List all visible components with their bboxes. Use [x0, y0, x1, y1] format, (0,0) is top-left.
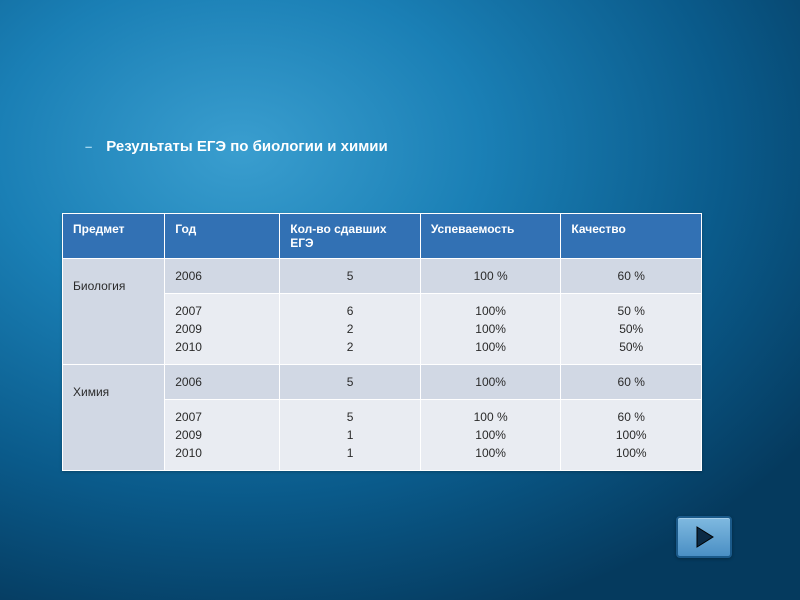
title-row: – Результаты ЕГЭ по биологии и химии	[85, 138, 740, 155]
cell-year: 2006	[165, 259, 280, 294]
cell-quality: 60 %	[561, 400, 702, 427]
cell-count: 2	[280, 320, 421, 338]
cell-quality: 60 %	[561, 365, 702, 400]
cell-success: 100%	[420, 444, 561, 471]
cell-subject: Биология	[63, 259, 165, 365]
cell-count: 1	[280, 444, 421, 471]
cell-success: 100 %	[420, 400, 561, 427]
cell-year: 2006	[165, 365, 280, 400]
col-subject: Предмет	[63, 214, 165, 259]
cell-count: 2	[280, 338, 421, 365]
cell-count: 5	[280, 400, 421, 427]
slide: – Результаты ЕГЭ по биологии и химии Пре…	[0, 0, 800, 600]
cell-success: 100%	[420, 365, 561, 400]
cell-success: 100 %	[420, 259, 561, 294]
cell-quality: 100%	[561, 426, 702, 444]
cell-success: 100%	[420, 338, 561, 365]
cell-year: 2007	[165, 294, 280, 321]
cell-count: 6	[280, 294, 421, 321]
cell-quality: 50%	[561, 320, 702, 338]
cell-quality: 60 %	[561, 259, 702, 294]
play-icon	[691, 524, 717, 550]
results-table: Предмет Год Кол-во сдавших ЕГЭ Успеваемо…	[62, 213, 702, 471]
cell-quality: 50%	[561, 338, 702, 365]
cell-subject: Химия	[63, 365, 165, 471]
cell-year: 2010	[165, 444, 280, 471]
table-header-row: Предмет Год Кол-во сдавших ЕГЭ Успеваемо…	[63, 214, 702, 259]
next-button[interactable]	[676, 516, 732, 558]
slide-title: Результаты ЕГЭ по биологии и химии	[106, 138, 388, 155]
cell-success: 100%	[420, 426, 561, 444]
cell-year: 2007	[165, 400, 280, 427]
col-count: Кол-во сдавших ЕГЭ	[280, 214, 421, 259]
cell-quality: 100%	[561, 444, 702, 471]
cell-count: 5	[280, 259, 421, 294]
cell-quality: 50 %	[561, 294, 702, 321]
table-row: Химия 2006 5 100% 60 %	[63, 365, 702, 400]
table-row: Биология 2006 5 100 % 60 %	[63, 259, 702, 294]
cell-year: 2010	[165, 338, 280, 365]
col-quality: Качество	[561, 214, 702, 259]
cell-count: 1	[280, 426, 421, 444]
bullet-dash: –	[85, 139, 92, 154]
cell-year: 2009	[165, 426, 280, 444]
cell-success: 100%	[420, 294, 561, 321]
col-success: Успеваемость	[420, 214, 561, 259]
results-table-wrap: Предмет Год Кол-во сдавших ЕГЭ Успеваемо…	[62, 213, 702, 471]
cell-count: 5	[280, 365, 421, 400]
cell-success: 100%	[420, 320, 561, 338]
cell-year: 2009	[165, 320, 280, 338]
col-year: Год	[165, 214, 280, 259]
